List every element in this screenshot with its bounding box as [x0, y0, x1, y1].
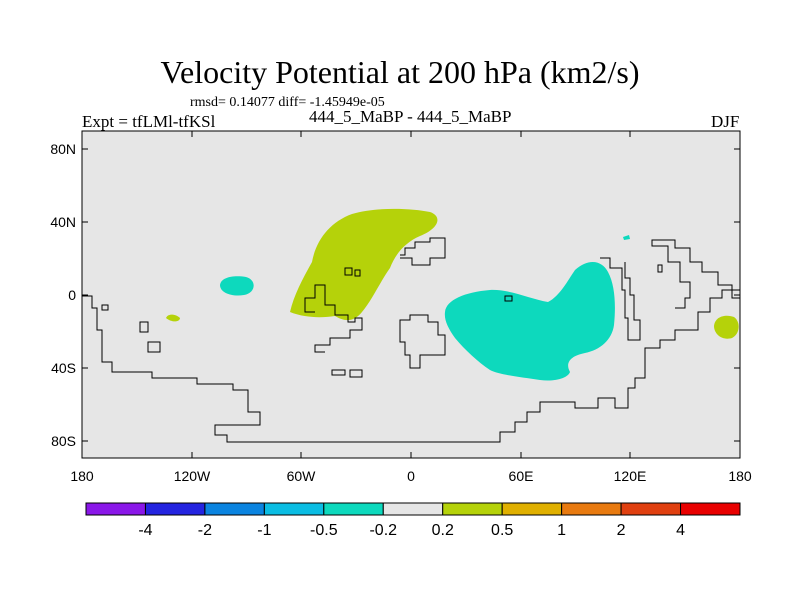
season-label: DJF	[711, 112, 740, 131]
coastline	[82, 237, 740, 443]
colorbar-swatch	[501, 502, 563, 516]
negative-anomaly-region-small	[623, 235, 630, 240]
colorbar-swatch	[323, 502, 384, 516]
colorbar-swatch	[561, 502, 622, 516]
colorbar-label: -0.5	[310, 522, 338, 539]
y-tick-label: 40N	[50, 214, 76, 230]
colorbar-swatch	[144, 502, 206, 516]
negative-anomaly-region-pacific	[220, 276, 254, 296]
x-tick-label: 180	[70, 468, 94, 484]
colorbar-swatch	[263, 502, 325, 516]
x-tick-label: 0	[407, 468, 415, 484]
map-axes: 180 120W 60W 0 60E 120E 180 80N 40N 0 40S 80S	[50, 131, 752, 484]
colorbar-label: 0.5	[491, 522, 513, 539]
cases-label: 444_5_MaBP - 444_5_MaBP	[309, 107, 512, 126]
colorbar-swatch	[85, 502, 146, 516]
negative-anomaly-region-indian-ocean	[444, 261, 615, 381]
colorbar-swatch	[620, 502, 682, 516]
colorbar-label: 4	[676, 522, 685, 539]
map-title: Velocity Potential at 200 hPa (km2/s)	[160, 54, 640, 90]
colorbar-swatch	[382, 502, 444, 516]
shaded-regions	[166, 208, 739, 381]
colorbar-label: 1	[557, 522, 566, 539]
x-tick-label: 120W	[174, 468, 211, 484]
x-tick-label: 180	[728, 468, 752, 484]
colorbar-swatch	[680, 502, 741, 516]
y-tick-label: 40S	[51, 360, 76, 376]
colorbar-label: -0.2	[369, 522, 397, 539]
y-tick-label: 0	[68, 287, 76, 303]
colorbar: -4 -2 -1 -0.5 -0.2 0.2 0.5 1 2 4	[85, 502, 741, 539]
colorbar-label: -1	[257, 522, 271, 539]
y-tick-label: 80N	[50, 141, 76, 157]
colorbar-label: -2	[198, 522, 212, 539]
positive-anomaly-region	[290, 208, 438, 321]
x-tick-label: 60E	[509, 468, 534, 484]
colorbar-label: 0.2	[432, 522, 454, 539]
colorbar-swatch	[442, 502, 503, 516]
x-tick-label: 60W	[287, 468, 317, 484]
positive-anomaly-region-east	[714, 315, 739, 339]
colorbar-label: 2	[617, 522, 626, 539]
map-background	[82, 131, 740, 458]
x-tick-label: 120E	[614, 468, 647, 484]
colorbar-swatch	[204, 502, 265, 516]
y-tick-label: 80S	[51, 433, 76, 449]
stats-line: rmsd= 0.14077 diff= -1.45949e-05	[190, 95, 385, 110]
experiment-label: Expt = tfLMl-tfKSl	[82, 112, 216, 131]
positive-anomaly-region-small	[166, 314, 180, 322]
colorbar-label: -4	[138, 522, 152, 539]
